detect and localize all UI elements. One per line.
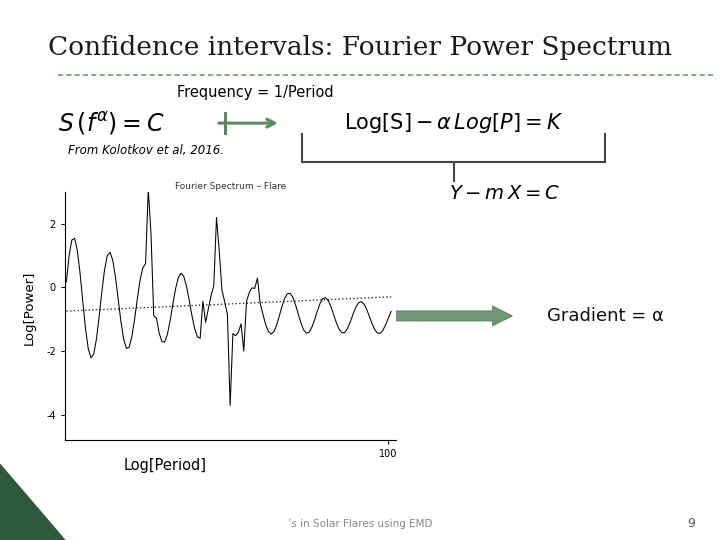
Text: $\mathrm{Log[S]}-\alpha\,\mathit{Log[P]} = K$: $\mathrm{Log[S]}-\alpha\,\mathit{Log[P]}… — [344, 111, 563, 135]
Text: From Kolotkov et al, 2016.: From Kolotkov et al, 2016. — [68, 144, 225, 157]
Text: $S\,(f^{\alpha}) = C$: $S\,(f^{\alpha}) = C$ — [58, 110, 165, 137]
Text: Frequency = 1/Period: Frequency = 1/Period — [177, 85, 334, 100]
Text: Gradient = α: Gradient = α — [547, 307, 664, 325]
Text: Confidence intervals: Fourier Power Spectrum: Confidence intervals: Fourier Power Spec… — [48, 35, 672, 60]
Text: $Y- m\,X = C$: $Y- m\,X = C$ — [449, 185, 559, 204]
Text: 9: 9 — [688, 517, 695, 530]
Polygon shape — [0, 464, 65, 540]
Text: Log[Power]: Log[Power] — [22, 271, 35, 345]
FancyArrowPatch shape — [215, 306, 512, 326]
Text: ’s in Solar Flares using EMD: ’s in Solar Flares using EMD — [288, 519, 432, 529]
Text: Log[Period]: Log[Period] — [124, 458, 207, 473]
Title: Fourier Spectrum – Flare: Fourier Spectrum – Flare — [175, 182, 286, 191]
